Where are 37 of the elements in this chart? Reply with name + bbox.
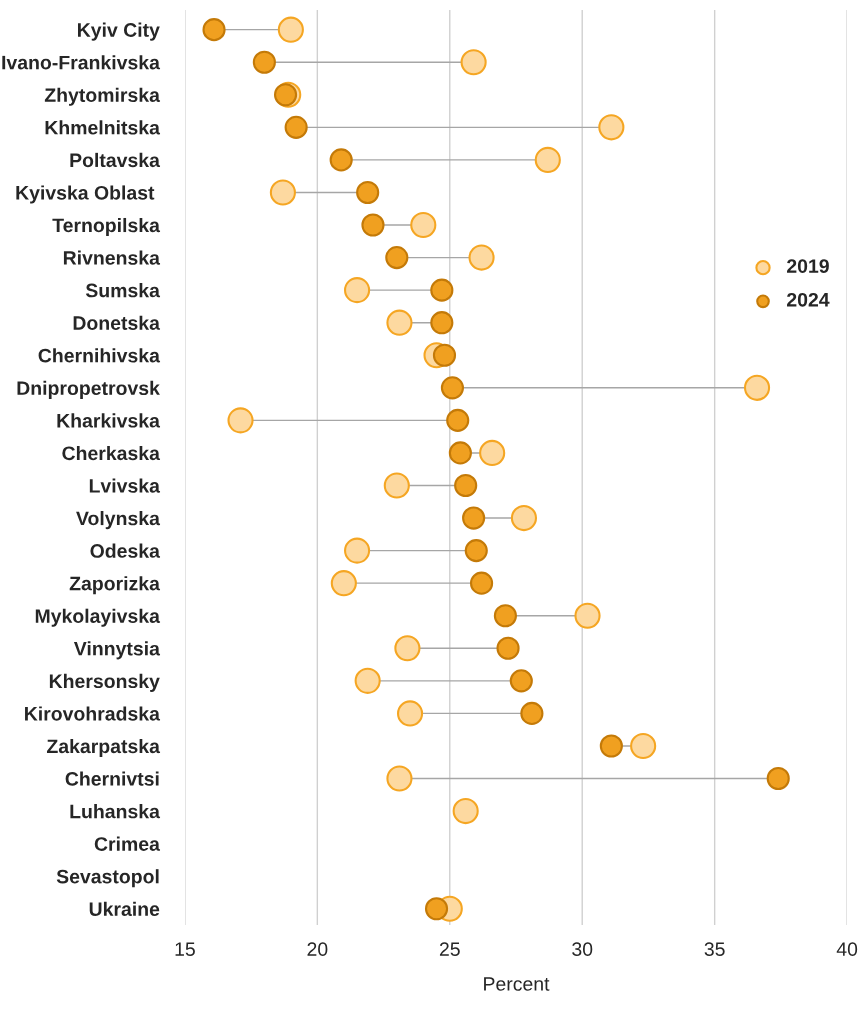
legend-label: 2019	[787, 259, 829, 273]
y-tick-label: Vinnytsia	[73, 641, 161, 660]
y-tick-label: Lvivska	[89, 478, 161, 493]
y-tick-label: Khmelnitska	[45, 120, 161, 135]
y-tick-label: Kharkivska	[57, 413, 161, 428]
x-tick-label: 15	[175, 942, 195, 957]
y-tick-label: Rivnenska	[63, 250, 161, 265]
y-tick-label: Cherkaska	[62, 445, 161, 461]
legend-label: 2024	[787, 292, 830, 307]
x-tick-label: 25	[439, 942, 460, 957]
y-tick-label: Zhytomirska	[44, 87, 161, 106]
x-tick-label: 35	[704, 942, 725, 957]
y-tick-label: Poltavska	[70, 152, 161, 168]
y-tick-label: Mykolayivska	[35, 608, 161, 627]
y-tick-label: Odeska	[90, 543, 161, 558]
x-axis-title: Percent	[484, 977, 550, 991]
y-tick-label: Donetska	[73, 315, 161, 330]
y-tick-label: Kyivska Oblast	[16, 185, 155, 204]
y-tick-label: Chernivtsi	[65, 771, 159, 786]
y-tick-label: Ukraine	[89, 901, 160, 917]
y-tick-label: Sevastopol	[56, 869, 159, 888]
y-tick-label: Khersonsky	[49, 673, 160, 692]
y-tick-label: Zakarpatska	[46, 738, 161, 758]
y-tick-label: Luhanska	[70, 804, 161, 819]
y-tick-label: Crimea	[94, 836, 161, 851]
y-tick-label: Sumska	[85, 283, 161, 298]
x-tick-label: 20	[307, 942, 328, 957]
y-tick-label: Volynska	[76, 511, 161, 530]
y-tick-label: Ternopilska	[52, 217, 161, 237]
y-tick-label: Ivano-Frankivska	[2, 55, 161, 70]
y-tick-label: Kirovohradska	[25, 706, 161, 721]
x-tick-label: 30	[572, 942, 593, 957]
x-tick-label: 40	[836, 942, 858, 957]
y-tick-label: Kyiv City	[78, 22, 160, 41]
y-tick-label: Zaporizka	[69, 576, 161, 595]
y-tick-label: Chernihivska	[38, 348, 161, 363]
y-tick-label: Dnipropetrovsk	[17, 380, 160, 399]
